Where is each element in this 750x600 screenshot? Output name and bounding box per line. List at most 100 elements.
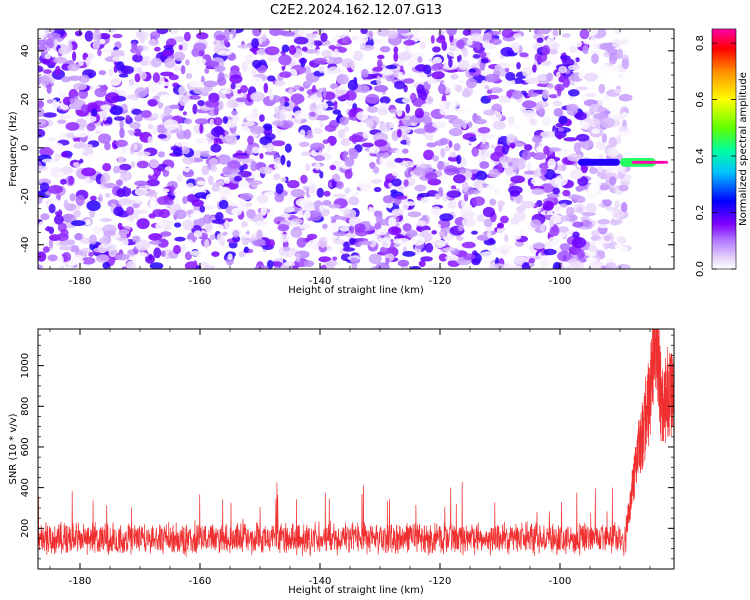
noise-blob (456, 154, 462, 165)
noise-blob (136, 252, 148, 258)
noise-blob (368, 253, 382, 265)
noise-blob (152, 72, 160, 83)
noise-blob (132, 54, 144, 63)
noise-blob (588, 118, 601, 126)
noise-blob (328, 203, 341, 209)
noise-blob (327, 66, 342, 75)
noise-blob (395, 149, 402, 156)
colorbar-ticks: 0.0 0.2 0.4 0.6 0.8 (695, 35, 736, 277)
noise-blob (552, 29, 559, 37)
noise-blob (358, 240, 373, 245)
noise-blob (235, 97, 248, 103)
noise-blob (601, 133, 608, 143)
noise-blob (184, 168, 190, 173)
noise-blob (557, 45, 566, 54)
noise-blob (579, 29, 590, 40)
noise-blob (443, 247, 456, 252)
noise-blob (365, 93, 380, 104)
noise-blob (376, 238, 391, 243)
noise-blob (474, 63, 479, 69)
noise-blob (235, 125, 251, 137)
noise-blob (103, 230, 116, 237)
noise-blob (197, 100, 205, 107)
noise-blob (574, 111, 588, 121)
noise-blob (455, 163, 463, 168)
noise-blob (448, 103, 457, 113)
noise-blob (520, 200, 536, 209)
noise-blob (605, 101, 619, 112)
noise-blob (458, 79, 465, 84)
noise-blob (224, 178, 231, 184)
noise-blob (562, 262, 571, 267)
noise-blob (485, 226, 493, 231)
noise-blob (129, 78, 135, 86)
noise-blob (577, 184, 587, 191)
noise-blob (614, 200, 620, 209)
noise-blob (531, 188, 545, 196)
noise-blob (467, 121, 473, 128)
noise-blob (571, 237, 587, 248)
noise-blob (85, 219, 91, 226)
noise-blob (125, 114, 131, 120)
noise-blob (58, 114, 72, 120)
noise-blob (497, 200, 506, 207)
noise-blob (259, 114, 265, 122)
noise-blob (288, 88, 294, 95)
noise-blob (300, 57, 306, 68)
noise-blob (576, 86, 589, 91)
noise-blob (439, 213, 454, 222)
x-tick-label: -180 (69, 576, 92, 587)
noise-blob (126, 206, 134, 216)
noise-blob (218, 199, 229, 210)
noise-blob (84, 30, 94, 42)
noise-blob (549, 49, 558, 55)
noise-blob (55, 65, 61, 76)
noise-blob (402, 223, 412, 232)
noise-blob (98, 230, 103, 240)
noise-blob (98, 133, 112, 144)
noise-blob (335, 89, 346, 95)
noise-blob (134, 114, 143, 122)
noise-blob (222, 116, 228, 124)
noise-blob (480, 88, 489, 96)
noise-blob (89, 234, 97, 245)
noise-blob (94, 87, 107, 98)
chart-title: C2E2.2024.162.12.07.G13 (270, 3, 442, 18)
noise-blob (69, 97, 75, 104)
noise-blob (413, 29, 421, 36)
noise-blob (395, 195, 408, 200)
noise-blob (282, 206, 295, 213)
noise-blob (115, 139, 128, 147)
noise-blob (615, 189, 622, 195)
noise-blob (152, 95, 160, 101)
noise-blob (226, 99, 239, 109)
noise-blob (117, 155, 125, 164)
noise-blob (180, 65, 186, 75)
noise-blob (203, 139, 209, 148)
noise-blob (219, 135, 224, 140)
noise-blob (430, 65, 440, 71)
noise-blob (608, 137, 618, 148)
noise-blob (388, 182, 393, 188)
noise-blob (300, 151, 312, 157)
noise-blob (254, 265, 269, 269)
noise-blob (521, 150, 532, 161)
noise-blob (419, 41, 426, 50)
noise-blob (174, 236, 186, 242)
noise-blob (186, 182, 194, 188)
noise-blob (610, 219, 619, 226)
noise-blob (618, 184, 629, 192)
noise-blob (189, 95, 201, 100)
noise-blob (425, 172, 438, 180)
noise-blob (455, 107, 470, 115)
noise-blob (311, 84, 317, 95)
noise-blob (320, 32, 328, 42)
noise-blob (229, 74, 243, 84)
noise-blob (299, 129, 306, 137)
noise-blob (156, 29, 169, 35)
noise-blob (175, 142, 190, 147)
noise-blob (226, 256, 234, 266)
noise-blob (532, 152, 547, 161)
noise-blob (190, 250, 203, 256)
